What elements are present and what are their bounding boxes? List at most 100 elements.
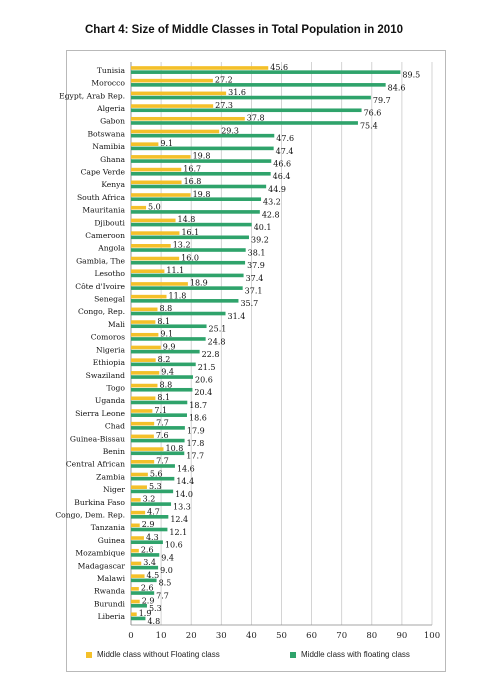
bar-with-floating bbox=[131, 489, 174, 494]
value-label-with-floating: 76.6 bbox=[364, 109, 382, 118]
bar-without-floating bbox=[131, 396, 156, 401]
bar-with-floating bbox=[131, 197, 262, 201]
value-label-without-floating: 9.1 bbox=[160, 330, 173, 339]
bar-without-floating bbox=[131, 472, 148, 477]
bar-without-floating bbox=[131, 294, 167, 299]
category-label: Djibouti bbox=[94, 218, 125, 227]
value-label-without-floating: 1.9 bbox=[139, 609, 152, 618]
bar-with-floating bbox=[131, 83, 386, 87]
x-tick-label: 10 bbox=[156, 631, 167, 641]
value-label-without-floating: 7.7 bbox=[156, 418, 169, 427]
value-label-without-floating: 16.7 bbox=[183, 164, 201, 173]
value-label-without-floating: 2.9 bbox=[142, 520, 155, 529]
value-label-with-floating: 9.0 bbox=[160, 566, 173, 575]
value-label-without-floating: 45.6 bbox=[270, 63, 288, 72]
bar-without-floating bbox=[131, 523, 140, 528]
bar-without-floating bbox=[131, 574, 145, 578]
bar-with-floating bbox=[131, 375, 194, 379]
value-label-with-floating: 5.3 bbox=[149, 604, 162, 613]
value-label-without-floating: 4.5 bbox=[147, 571, 160, 580]
value-label-with-floating: 42.8 bbox=[262, 210, 280, 219]
x-tick-label: 0 bbox=[128, 631, 133, 641]
bar-without-floating bbox=[131, 307, 158, 312]
value-label-with-floating: 84.6 bbox=[388, 83, 406, 92]
value-label-with-floating: 44.9 bbox=[268, 185, 286, 194]
bar-with-floating bbox=[131, 362, 196, 367]
bar-with-floating bbox=[131, 184, 267, 189]
value-label-with-floating: 43.2 bbox=[263, 198, 281, 207]
bar-without-floating bbox=[131, 409, 153, 413]
value-label-without-floating: 11.8 bbox=[169, 291, 187, 300]
value-label-with-floating: 4.8 bbox=[147, 617, 160, 626]
value-label-with-floating: 20.6 bbox=[195, 375, 213, 384]
bar-without-floating bbox=[131, 193, 191, 197]
category-label: Kenya bbox=[101, 180, 125, 189]
bar-with-floating bbox=[131, 171, 271, 176]
bar-with-floating bbox=[131, 324, 207, 329]
value-label-without-floating: 37.8 bbox=[247, 114, 265, 123]
category-label: Algeria bbox=[96, 104, 125, 113]
category-label: Senegal bbox=[94, 295, 125, 304]
value-label-with-floating: 18.6 bbox=[189, 414, 207, 423]
bar-with-floating bbox=[131, 451, 185, 456]
category-label: Cameroon bbox=[85, 231, 125, 240]
bar-with-floating bbox=[131, 248, 246, 252]
bar-with-floating bbox=[131, 95, 371, 100]
bar-without-floating bbox=[131, 612, 137, 617]
bar-with-floating bbox=[131, 464, 175, 468]
bar-without-floating bbox=[131, 282, 188, 286]
value-label-with-floating: 10.6 bbox=[165, 541, 183, 550]
value-label-with-floating: 25.1 bbox=[209, 325, 227, 334]
category-label: Congo, Rep. bbox=[78, 307, 125, 316]
category-label: Tunisia bbox=[97, 66, 126, 75]
value-label-with-floating: 17.9 bbox=[187, 426, 205, 435]
value-label-without-floating: 7.1 bbox=[154, 406, 167, 415]
bar-with-floating bbox=[131, 502, 172, 506]
value-label-without-floating: 8.1 bbox=[157, 393, 170, 402]
x-tick-label: 100 bbox=[424, 631, 440, 641]
bar-with-floating bbox=[131, 603, 147, 608]
value-label-without-floating: 2.6 bbox=[141, 546, 154, 555]
category-label: Guinea-Bissau bbox=[70, 434, 125, 443]
bar-without-floating bbox=[131, 434, 154, 439]
value-label-without-floating: 8.2 bbox=[158, 355, 171, 364]
bar-without-floating bbox=[131, 91, 227, 96]
bar-with-floating bbox=[131, 540, 163, 545]
value-label-without-floating: 11.1 bbox=[166, 266, 184, 275]
category-label: Congo, Dem. Rep. bbox=[55, 511, 125, 520]
value-label-without-floating: 27.3 bbox=[215, 101, 233, 110]
x-tick-label: 50 bbox=[276, 631, 287, 641]
bar-without-floating bbox=[131, 510, 146, 515]
bar-without-floating bbox=[131, 345, 161, 350]
bar-without-floating bbox=[131, 599, 140, 604]
bar-with-floating bbox=[131, 413, 187, 417]
bar-with-floating bbox=[131, 311, 226, 316]
category-label: Lesotho bbox=[94, 269, 125, 278]
bar-with-floating bbox=[131, 349, 200, 354]
bar-without-floating bbox=[131, 205, 147, 210]
value-label-with-floating: 14.6 bbox=[177, 464, 195, 473]
value-label-without-floating: 7.7 bbox=[156, 457, 169, 466]
bar-with-floating bbox=[131, 210, 260, 214]
bar-with-floating bbox=[131, 286, 243, 290]
value-label-with-floating: 37.4 bbox=[246, 274, 264, 283]
bar-without-floating bbox=[131, 129, 220, 134]
category-label: Egypt, Arab Rep. bbox=[59, 91, 125, 100]
value-label-with-floating: 46.4 bbox=[273, 172, 291, 181]
value-label-with-floating: 17.8 bbox=[187, 439, 205, 448]
bar-without-floating bbox=[131, 548, 139, 553]
value-label-without-floating: 9.9 bbox=[163, 342, 176, 351]
bar-without-floating bbox=[131, 536, 144, 540]
legend-swatch-yellow bbox=[86, 651, 92, 658]
bar-without-floating bbox=[131, 269, 165, 274]
value-label-with-floating: 22.8 bbox=[202, 350, 220, 359]
category-label: Mali bbox=[108, 320, 126, 329]
value-label-without-floating: 16.8 bbox=[184, 177, 202, 186]
bar-with-floating bbox=[131, 476, 175, 481]
value-label-without-floating: 16.1 bbox=[181, 228, 199, 237]
value-label-without-floating: 8.8 bbox=[159, 304, 172, 313]
category-label: Botswana bbox=[87, 129, 125, 138]
value-label-without-floating: 3.4 bbox=[143, 558, 156, 567]
bar-without-floating bbox=[131, 320, 156, 324]
bar-without-floating bbox=[131, 142, 159, 146]
